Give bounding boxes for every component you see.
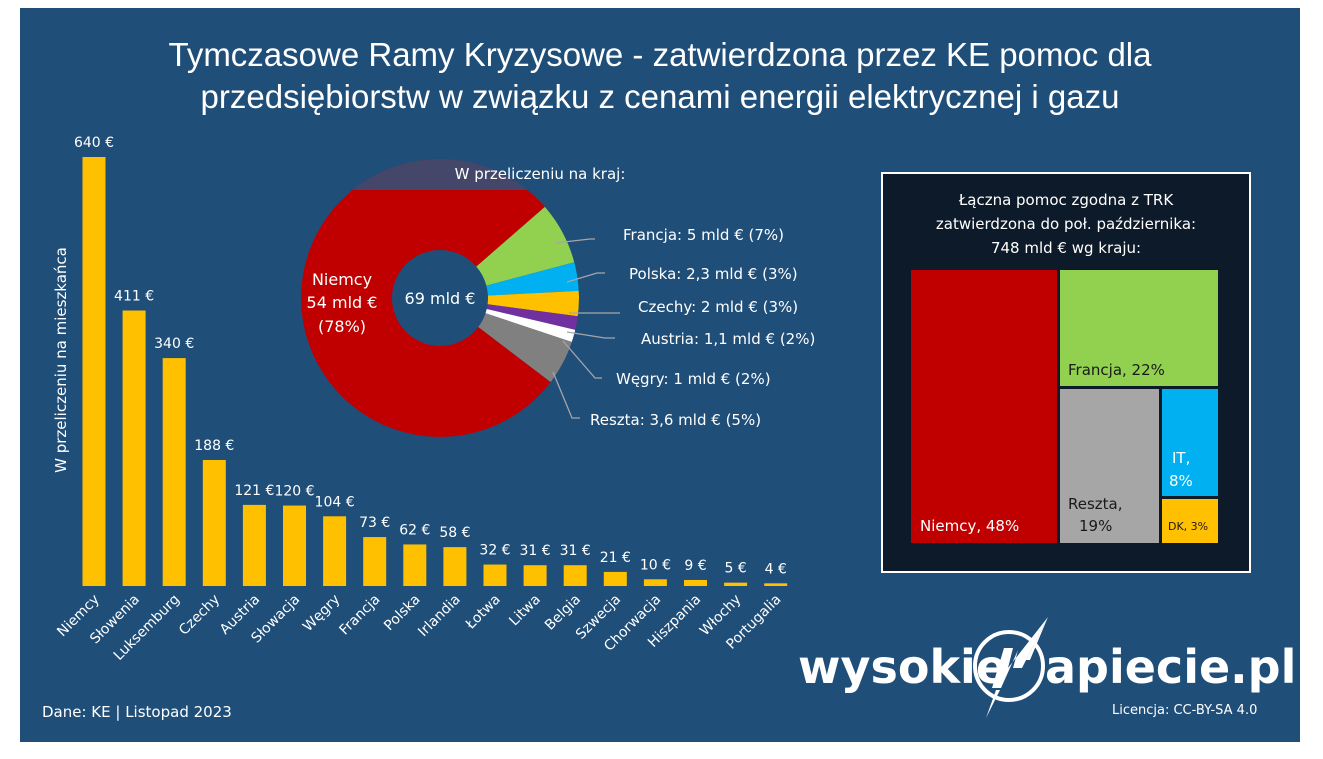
pie-label-wegry: Węgry: 1 mld € (2%) [616, 370, 771, 388]
pie-slice-francja [476, 206, 575, 286]
bar-value-label: 10 € [640, 557, 671, 573]
pie-label-niemcy-line2: 54 mld € [307, 293, 378, 312]
bar [403, 544, 427, 586]
treemap-title-line3: 748 mld € wg kraju: [991, 239, 1141, 257]
treemap-title-line1: Łączna pomoc zgodna z TRK [958, 191, 1174, 209]
treemap-cell-dk [1162, 499, 1218, 543]
bar-value-label: 120 € [274, 484, 314, 500]
treemap-label-reszta-1: Reszta, [1068, 495, 1123, 513]
treemap-label-reszta-2: 19% [1079, 517, 1112, 535]
bar-category-label: Łotwa [462, 592, 504, 634]
bar [202, 459, 226, 586]
bar [603, 571, 627, 586]
logo: wysokie apiecie.pl [798, 617, 1296, 718]
pie-label-czechy: Czechy: 2 mld € (3%) [638, 298, 798, 316]
bar [684, 579, 707, 586]
pie-slice-czechy [487, 290, 579, 317]
bar [764, 583, 788, 586]
bar-value-label: 31 € [520, 543, 551, 559]
bar [283, 505, 306, 586]
treemap-label-it-2: 8% [1169, 472, 1193, 490]
bar [523, 565, 547, 586]
source-note: Dane: KE | Listopad 2023 [42, 703, 232, 721]
logo-text-left: wysokie [798, 640, 1007, 694]
treemap-cell-francja [1060, 270, 1218, 386]
bar-value-label: 32 € [479, 543, 510, 559]
pie-leader-lines [552, 238, 620, 419]
pie-label-austria: Austria: 1,1 mld € (2%) [641, 330, 815, 348]
bar [162, 358, 186, 586]
bar-value-label: 58 € [439, 525, 470, 541]
bar [483, 564, 507, 586]
bar-value-label: 104 € [315, 494, 355, 510]
pie-slice-niemcy [301, 159, 551, 437]
bar-value-label: 73 € [359, 515, 390, 531]
bar [242, 504, 266, 586]
bar-category-label: Francja [337, 592, 384, 639]
treemap-label-francja: Francja, 22% [1068, 361, 1165, 379]
bar-value-label: 4 € [765, 561, 787, 577]
treemap-cell-reszta [1060, 389, 1159, 543]
treemap-title-line2: zatwierdzona do poł. października: [936, 215, 1196, 233]
bar-value-label: 9 € [684, 558, 706, 574]
pie-slice-austria [486, 304, 578, 330]
bar-value-label: 340 € [154, 336, 194, 352]
bar [724, 582, 748, 586]
bar-value-label: 62 € [399, 522, 430, 538]
treemap-cell-niemcy [911, 270, 1057, 543]
bar-value-label: 21 € [600, 550, 631, 566]
treemap: Łączna pomoc zgodna z TRK zatwierdzona d… [881, 172, 1251, 573]
bar-value-label: 188 € [194, 438, 234, 454]
pie-title: W przeliczeniu na kraj: [455, 165, 626, 183]
bar [443, 547, 467, 586]
pie-slice-reszta [478, 313, 572, 383]
bar-value-label: 411 € [114, 289, 154, 305]
bar-value-label: 31 € [560, 543, 591, 559]
lightning-n-icon [973, 617, 1048, 718]
treemap-label-niemcy: Niemcy, 48% [920, 517, 1019, 535]
pie-label-polska: Polska: 2,3 mld € (3%) [629, 265, 798, 283]
bar [363, 537, 387, 586]
pie-label-reszta: Reszta: 3,6 mld € (5%) [590, 411, 761, 429]
pie-slice-polska [486, 262, 579, 296]
treemap-label-it-1: IT, [1172, 449, 1190, 467]
bar-y-axis-label: W przeliczeniu na mieszkańca [52, 247, 70, 473]
treemap-cell-it [1162, 389, 1218, 496]
pie-center-label: 69 mld € [405, 289, 476, 308]
pie-label-niemcy-line1: Niemcy [312, 270, 372, 289]
bar-category-label: Czechy [176, 592, 223, 639]
pie-label-niemcy-line3: (78%) [318, 317, 366, 336]
bar [323, 516, 347, 586]
treemap-label-dk: DK, 3% [1168, 520, 1208, 533]
bar [82, 157, 106, 586]
bar [643, 579, 667, 586]
bar-value-label: 5 € [724, 561, 746, 577]
bar-value-label: 640 € [74, 135, 114, 151]
logo-text-right: apiecie.pl [1045, 640, 1296, 694]
pie-label-francja: Francja: 5 mld € (7%) [623, 226, 784, 244]
bar [563, 565, 587, 586]
title-line-2: przedsiębiorstw w związku z cenami energ… [201, 78, 1120, 115]
bar-category-label: Irlandia [415, 592, 464, 641]
bar [122, 310, 146, 586]
title-line-1: Tymczasowe Ramy Kryzysowe - zatwierdzona… [168, 36, 1152, 73]
pie-slice-węgry [485, 309, 576, 343]
bar-value-label: 121 € [234, 483, 274, 499]
license-note: Licencja: CC-BY-SA 4.0 [1112, 703, 1257, 718]
bar-category-label: Litwa [506, 592, 544, 630]
